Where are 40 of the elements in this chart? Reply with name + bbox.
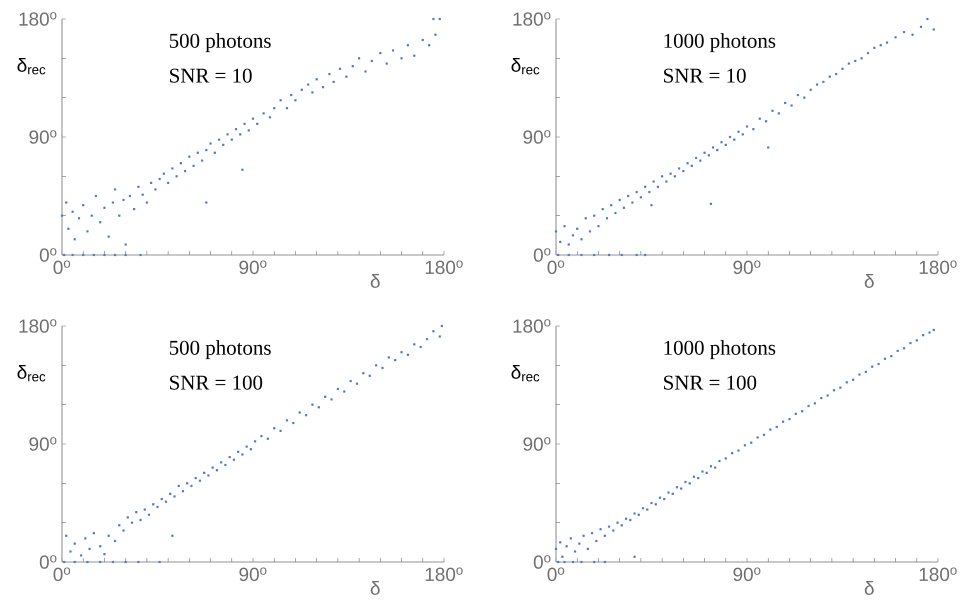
x-tick-label: 180$^{o}$ [426, 568, 463, 582]
y-tick-label: 180$^{o}$ [513, 12, 550, 26]
y-tick-label: 90$^{o}$ [29, 437, 56, 451]
x-tick-label: 0$^{o}$ [548, 568, 564, 582]
text: SNR = 100 [170, 376, 262, 390]
y-tick-label: 180$^{o}$ [513, 319, 550, 333]
text: 500 photons [170, 340, 271, 360]
text: 1000 photons [664, 340, 776, 360]
y-tick-label: 0$^{o}$ [534, 555, 550, 569]
x-tick-label: 90$^{o}$ [733, 260, 760, 274]
x-axis-title: δ [370, 274, 380, 288]
x-axis-title: δ [864, 274, 874, 288]
text: 500 photons [170, 33, 271, 52]
x-tick-label: 180$^{o}$ [920, 568, 957, 582]
x-tick-label: 180$^{o}$ [920, 260, 957, 274]
x-axis-title: δ [370, 581, 380, 595]
y-axis-title: δ$_{rec}$ [18, 364, 46, 382]
y-tick-label: 90$^{o}$ [523, 130, 550, 144]
y-tick-label: 90$^{o}$ [523, 437, 550, 451]
x-tick-label: 90$^{o}$ [733, 568, 760, 582]
y-axis-title: δ$_{rec}$ [512, 364, 540, 382]
text: SNR = 100 [664, 376, 756, 390]
y-tick-label: 0$^{o}$ [40, 248, 56, 262]
y-tick-label: 90$^{o}$ [29, 130, 56, 144]
y-axis-title: δ$_{rec}$ [512, 58, 540, 74]
y-tick-label: 180$^{o}$ [19, 12, 56, 26]
y-tick-label: 180$^{o}$ [19, 319, 56, 333]
y-tick-label: 0$^{o}$ [40, 555, 56, 569]
x-tick-label: 180$^{o}$ [426, 260, 463, 274]
text: 1000 photons [664, 33, 776, 52]
x-tick-label: 90$^{o}$ [239, 568, 266, 582]
x-axis-title: δ [864, 581, 874, 595]
y-axis-title: δ$_{rec}$ [18, 58, 46, 74]
x-tick-label: 0$^{o}$ [54, 260, 70, 274]
x-tick-label: 0$^{o}$ [548, 260, 564, 274]
text: SNR = 10 [664, 68, 746, 83]
x-tick-label: 90$^{o}$ [239, 260, 266, 274]
y-tick-label: 0$^{o}$ [534, 248, 550, 262]
x-tick-label: 0$^{o}$ [54, 568, 70, 582]
text: SNR = 10 [170, 68, 252, 83]
